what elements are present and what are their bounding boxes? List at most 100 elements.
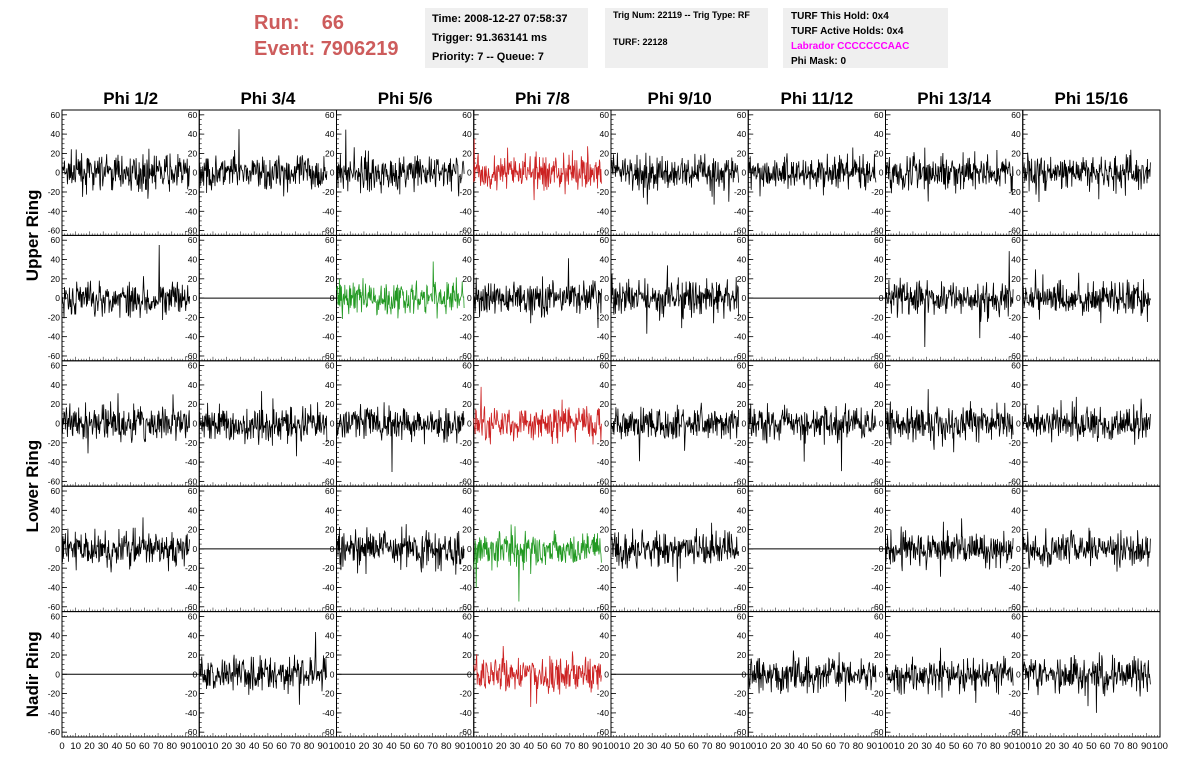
y-tick-label: -60 [185, 476, 198, 486]
y-tick-label: 20 [600, 148, 610, 158]
y-tick-label: 60 [188, 110, 198, 120]
turf-active-holds-text: TURF Active Holds: 0x4 [791, 26, 904, 37]
y-tick-label: -40 [1008, 582, 1021, 592]
waveform-trace [610, 152, 739, 205]
y-tick-label: 0 [1016, 168, 1021, 178]
y-tick-label: -60 [597, 226, 610, 236]
y-tick-label: -20 [48, 312, 61, 322]
x-tick-label: 10 [619, 741, 630, 752]
y-tick-label: -20 [459, 187, 472, 197]
y-tick-label: 20 [874, 525, 884, 535]
x-tick-label: 80 [716, 741, 727, 752]
y-tick-label: -60 [871, 727, 884, 737]
x-tick-label: 50 [1086, 741, 1097, 752]
y-tick-label: 40 [737, 380, 747, 390]
y-tick-label: 20 [188, 399, 198, 409]
y-tick-label: -60 [322, 476, 335, 486]
x-tick-label: 40 [935, 741, 946, 752]
y-tick-label: 20 [325, 650, 335, 660]
x-tick-label: 100 [603, 741, 619, 752]
y-tick-label: 40 [462, 129, 472, 139]
waveform-trace [473, 645, 602, 708]
y-tick-label: -20 [734, 689, 747, 699]
y-tick-label: -20 [459, 312, 472, 322]
y-tick-label: 20 [1011, 650, 1021, 660]
y-tick-label: 60 [874, 611, 884, 621]
y-tick-label: 60 [600, 110, 610, 120]
y-tick-label: 60 [325, 611, 335, 621]
y-tick-label: -40 [871, 582, 884, 592]
y-tick-label: -40 [597, 206, 610, 216]
y-tick-label: 40 [188, 255, 198, 265]
x-tick-label: 40 [523, 741, 534, 752]
y-tick-label: 40 [51, 380, 61, 390]
waveform-trace [747, 403, 877, 472]
x-tick-label: 60 [276, 741, 287, 752]
y-tick-label: -40 [734, 206, 747, 216]
waveform-trace [1022, 269, 1151, 324]
y-tick-label: 40 [188, 129, 198, 139]
column-header: Phi 13/14 [917, 89, 991, 108]
y-tick-label: -40 [322, 708, 335, 718]
y-tick-label: 0 [55, 293, 60, 303]
y-tick-label: 20 [51, 148, 61, 158]
y-tick-label: -60 [322, 226, 335, 236]
y-tick-label: -20 [185, 187, 198, 197]
y-tick-label: 60 [600, 486, 610, 496]
y-tick-label: -60 [185, 351, 198, 361]
y-tick-label: -40 [322, 206, 335, 216]
priority-text: Priority: 7 -- Queue: 7 [432, 51, 544, 63]
x-tick-label: 90 [1141, 741, 1152, 752]
y-tick-label: 40 [51, 129, 61, 139]
x-tick-label: 10 [345, 741, 356, 752]
x-tick-label: 70 [976, 741, 987, 752]
y-tick-label: -40 [871, 457, 884, 467]
panel-frame [473, 485, 612, 613]
x-tick-label: 90 [866, 741, 877, 752]
y-tick-label: 0 [604, 669, 609, 679]
y-tick-label: 40 [600, 255, 610, 265]
y-tick-label: 0 [193, 168, 198, 178]
y-tick-label: 20 [737, 650, 747, 660]
y-tick-label: 0 [467, 419, 472, 429]
y-tick-label: 0 [879, 544, 884, 554]
y-tick-label: 0 [604, 293, 609, 303]
y-tick-label: -20 [459, 438, 472, 448]
y-tick-label: 20 [188, 274, 198, 284]
x-tick-label: 30 [921, 741, 932, 752]
waveform-trace [885, 389, 1014, 453]
x-tick-label: 30 [784, 741, 795, 752]
y-tick-label: -60 [322, 602, 335, 612]
y-tick-label: -40 [48, 206, 61, 216]
y-tick-label: 0 [55, 168, 60, 178]
y-tick-label: -40 [48, 708, 61, 718]
y-tick-label: -20 [48, 187, 61, 197]
y-tick-label: -40 [734, 582, 747, 592]
event-label: Event: [254, 38, 316, 60]
y-tick-label: 60 [51, 110, 61, 120]
x-tick-label: 80 [990, 741, 1001, 752]
y-tick-label: 0 [193, 293, 198, 303]
y-tick-label: 20 [1011, 525, 1021, 535]
x-tick-label: 50 [263, 741, 274, 752]
y-tick-label: 60 [325, 235, 335, 245]
column-header: Phi 9/10 [647, 89, 711, 108]
waveform-trace [1022, 527, 1151, 572]
y-tick-label: -40 [185, 708, 198, 718]
y-tick-label: -20 [597, 563, 610, 573]
x-tick-label: 100 [466, 741, 482, 752]
y-tick-label: -40 [48, 332, 61, 342]
y-tick-label: -60 [734, 476, 747, 486]
y-tick-label: -20 [48, 438, 61, 448]
waveform-trace [885, 147, 1014, 202]
y-tick-label: -60 [48, 602, 61, 612]
y-tick-label: -20 [1008, 689, 1021, 699]
y-tick-label: 0 [742, 168, 747, 178]
y-tick-label: -60 [871, 226, 884, 236]
y-tick-label: -60 [871, 476, 884, 486]
x-tick-label: 20 [496, 741, 507, 752]
waveform-trace [1022, 652, 1151, 713]
y-tick-label: 40 [188, 631, 198, 641]
x-tick-label: 60 [551, 741, 562, 752]
y-tick-label: 40 [188, 380, 198, 390]
